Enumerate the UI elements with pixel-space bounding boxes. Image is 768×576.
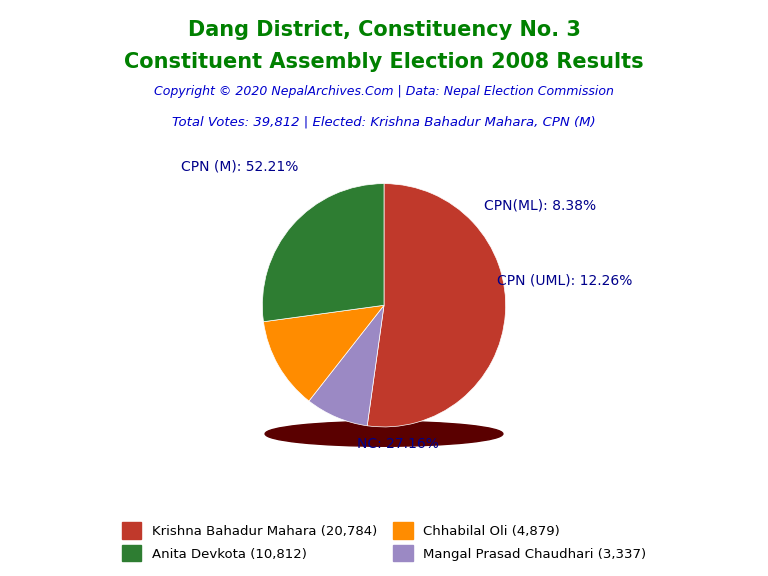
Ellipse shape [265, 422, 503, 446]
Text: CPN (UML): 12.26%: CPN (UML): 12.26% [498, 274, 633, 287]
Wedge shape [263, 305, 384, 401]
Text: Total Votes: 39,812 | Elected: Krishna Bahadur Mahara, CPN (M): Total Votes: 39,812 | Elected: Krishna B… [172, 115, 596, 128]
Text: Copyright © 2020 NepalArchives.Com | Data: Nepal Election Commission: Copyright © 2020 NepalArchives.Com | Dat… [154, 85, 614, 98]
Text: Dang District, Constituency No. 3: Dang District, Constituency No. 3 [187, 20, 581, 40]
Text: Constituent Assembly Election 2008 Results: Constituent Assembly Election 2008 Resul… [124, 52, 644, 72]
Wedge shape [367, 184, 505, 427]
Wedge shape [263, 184, 384, 322]
Text: CPN (M): 52.21%: CPN (M): 52.21% [181, 160, 298, 174]
Wedge shape [309, 305, 384, 426]
Legend: Krishna Bahadur Mahara (20,784), Anita Devkota (10,812), Chhabilal Oli (4,879), : Krishna Bahadur Mahara (20,784), Anita D… [116, 517, 652, 567]
Text: CPN(ML): 8.38%: CPN(ML): 8.38% [484, 199, 596, 213]
Text: NC: 27.16%: NC: 27.16% [357, 437, 439, 450]
